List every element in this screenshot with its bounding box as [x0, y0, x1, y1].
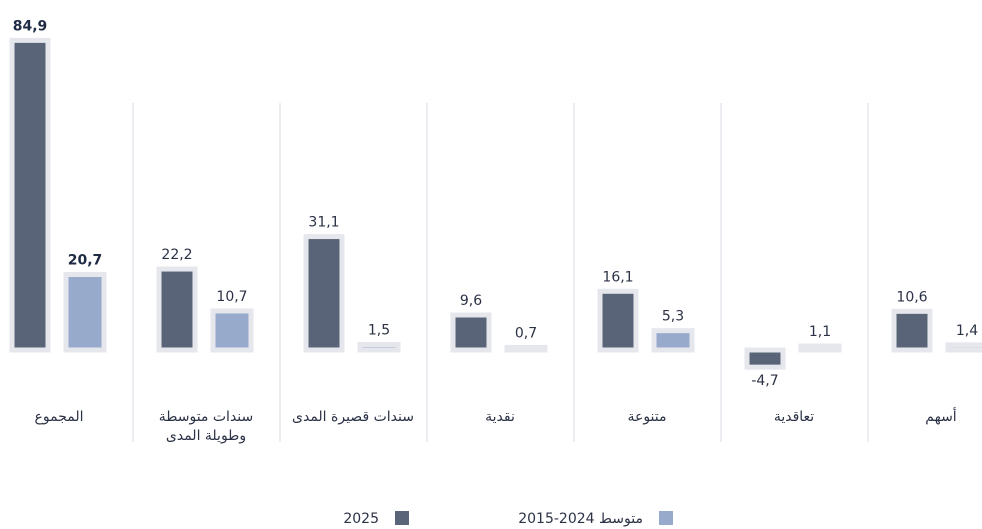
x-tick-label: سندات قصيرة المدى	[292, 409, 414, 425]
bar	[891, 308, 933, 353]
x-tick-label: أسهم	[925, 409, 957, 425]
bar	[504, 344, 548, 353]
bar	[63, 272, 107, 353]
value-label: 10,7	[216, 289, 247, 305]
bar	[597, 288, 639, 353]
x-tick-label: نقدية	[485, 409, 515, 425]
bar	[744, 347, 786, 370]
value-label: 9,6	[460, 293, 482, 309]
x-tick-label: متنوعة	[627, 409, 667, 425]
value-label: 1,1	[809, 324, 831, 340]
bar	[156, 266, 198, 353]
bar	[303, 234, 345, 353]
legend-swatch	[395, 511, 409, 525]
bar	[357, 342, 401, 353]
bar	[9, 37, 51, 353]
value-label: 1,5	[368, 323, 390, 339]
value-label: 16,1	[602, 269, 633, 285]
bar	[651, 328, 695, 353]
x-tick-label: تعاقدية	[773, 409, 815, 425]
value-label: 84,9	[13, 18, 48, 34]
bar	[450, 312, 492, 353]
bar	[210, 308, 254, 353]
value-label: 22,2	[161, 247, 192, 263]
bar	[798, 343, 842, 353]
legend-label: 2025	[343, 511, 379, 527]
bar	[945, 342, 982, 353]
value-label: -4,7	[751, 373, 778, 389]
value-label: 10,6	[896, 289, 927, 305]
value-label: 0,7	[515, 325, 537, 341]
x-tick-label: المجموع	[34, 409, 84, 425]
value-label: 31,1	[308, 215, 339, 231]
value-label: 1,4	[956, 323, 978, 339]
legend-swatch	[659, 511, 673, 525]
value-label: 20,7	[68, 253, 103, 269]
legend-label: متوسط 2024-2015	[518, 511, 643, 527]
x-tick-label: سندات متوسطة وطويلة المدى	[158, 409, 254, 444]
value-label: 5,3	[662, 309, 684, 325]
